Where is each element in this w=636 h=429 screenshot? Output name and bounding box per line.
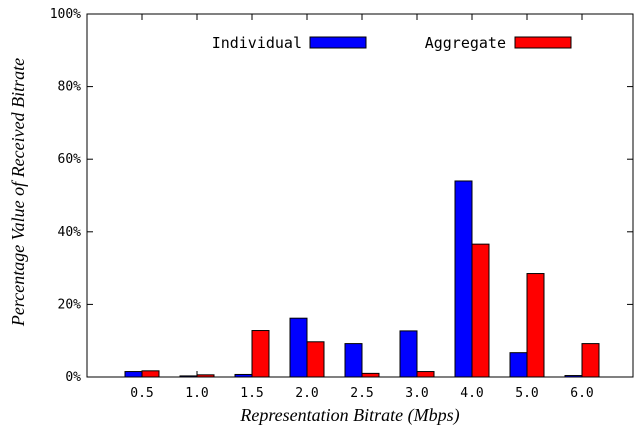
x-tick-label: 4.0 — [460, 386, 483, 401]
y-tick-label: 100% — [50, 7, 81, 22]
x-tick-label: 2.0 — [295, 386, 318, 401]
x-tick-label: 6.0 — [570, 386, 593, 401]
legend-label-individual: Individual — [212, 34, 302, 52]
x-tick-label: 0.5 — [130, 386, 153, 401]
bar-individual-2-0 — [289, 317, 308, 378]
x-axis: 0.5 1.0 1.5 2.0 2.5 3.0 4.0 5.0 6.0 — [130, 14, 594, 401]
bar-individual-0-5 — [124, 371, 143, 378]
y-tick-label: 60% — [58, 152, 82, 167]
bar-aggregate-0-5 — [141, 370, 160, 378]
legend-swatch-aggregate — [514, 36, 572, 49]
x-tick-label: 1.5 — [240, 386, 263, 401]
x-axis-title: Representation Bitrate (Mbps) — [239, 405, 459, 426]
bar-aggregate-2-5 — [361, 372, 380, 378]
x-tick-label: 2.5 — [350, 386, 373, 401]
y-tick-label: 20% — [58, 297, 82, 312]
y-tick-label: 40% — [58, 225, 82, 240]
bar-aggregate-1-5 — [251, 330, 270, 378]
x-tick-label: 3.0 — [405, 386, 428, 401]
plot-frame — [86, 13, 634, 378]
legend: Individual Aggregate — [212, 34, 572, 52]
bar-individual-5-0 — [509, 352, 528, 378]
x-tick-label: 5.0 — [515, 386, 538, 401]
bars-layer — [124, 180, 600, 378]
y-axis-title: Percentage Value of Received Bitrate — [8, 58, 28, 327]
bar-aggregate-2-0 — [306, 341, 325, 378]
bar-individual-2-5 — [344, 343, 363, 378]
bar-aggregate-6-0 — [581, 343, 600, 378]
bar-aggregate-3-0 — [416, 371, 435, 378]
y-axis: 0% 20% 40% 60% 80% 100% — [50, 7, 633, 385]
bar-aggregate-5-0 — [526, 273, 545, 378]
y-tick-label: 0% — [65, 370, 81, 385]
bar-aggregate-4-0 — [471, 243, 490, 378]
bar-individual-3-0 — [399, 330, 418, 378]
y-tick-label: 80% — [58, 80, 82, 95]
x-tick-label: 1.0 — [185, 386, 208, 401]
bar-individual-4-0 — [454, 180, 473, 378]
legend-swatch-individual — [309, 36, 367, 49]
legend-label-aggregate: Aggregate — [425, 34, 506, 52]
